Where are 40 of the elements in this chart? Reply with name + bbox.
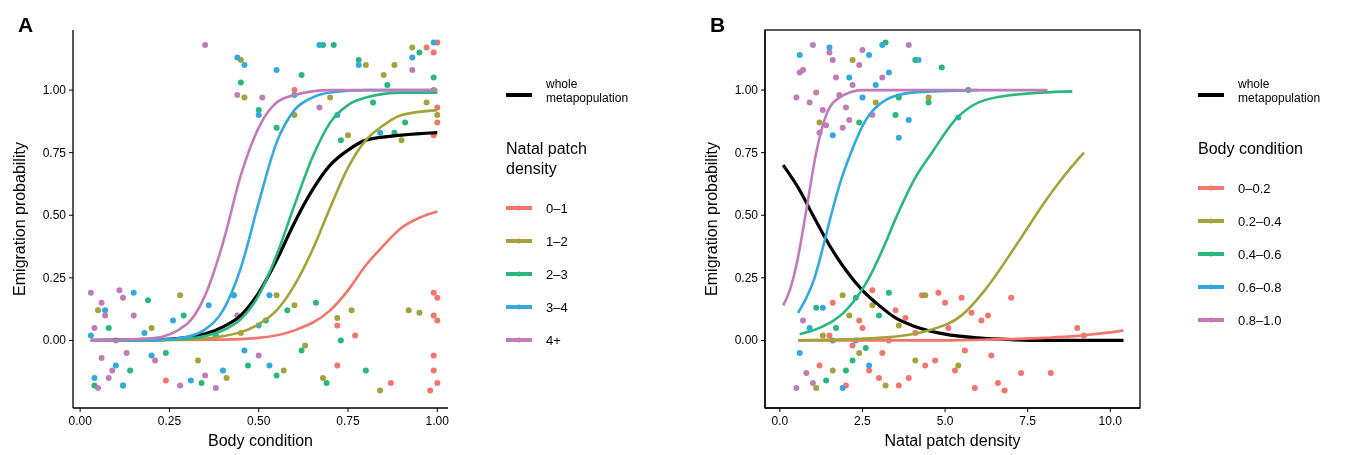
x-tick-label: 7.5 [1019,414,1037,428]
y-tick-label: 0.00 [734,333,759,348]
y-tick-label: 0.75 [42,145,67,160]
legend-label: 2–3 [546,267,568,282]
legend-label: 0.4–0.6 [1238,247,1282,262]
legend-label: 1–2 [546,234,568,249]
x-tick-label: 0.75 [336,414,360,428]
legend-label: 0.6–0.8 [1238,280,1282,295]
y-tick-label: 0.00 [42,333,67,348]
legend-label: whole metapopulation [1237,77,1321,105]
legend-label: 0.8–1.0 [1238,313,1282,328]
y-tick-label: 0.50 [734,208,759,223]
chart-title: A [18,13,34,36]
x-tick-label: 0.50 [247,414,271,428]
x-tick-label: 1.00 [425,414,450,428]
legend-label: 4+ [546,333,561,348]
legend-label: 0.2–0.4 [1238,214,1282,229]
legend-label: 0–1 [546,201,568,216]
legend-label: 0–0.2 [1238,181,1271,196]
x-axis-title: Body condition [208,432,313,449]
y-tick-label: 0.25 [42,270,67,285]
x-tick-label: 0.25 [157,414,182,428]
x-tick-label: 10.0 [1098,414,1123,428]
x-axis-title: Natal patch density [884,432,1021,449]
legend-title: Body condition [1198,140,1303,157]
x-tick-label: 5.0 [936,414,954,428]
legend-label: 3–4 [546,300,568,315]
chart-title: B [710,13,726,36]
x-tick-label: 2.5 [854,414,872,428]
y-tick-label: 1.00 [42,83,67,98]
y-tick-label: 0.50 [42,208,67,223]
x-tick-label: 0.0 [771,414,789,428]
y-tick-label: 0.25 [734,270,759,285]
legend-label: whole metapopulation [545,77,629,105]
y-tick-label: 0.75 [734,145,759,160]
y-tick-label: 1.00 [734,83,759,98]
x-tick-label: 0.00 [68,414,93,428]
legend-title: Natal patch density [506,140,587,177]
y-axis-title: Emigration probability [703,142,720,296]
y-axis-title: Emigration probability [11,142,28,296]
